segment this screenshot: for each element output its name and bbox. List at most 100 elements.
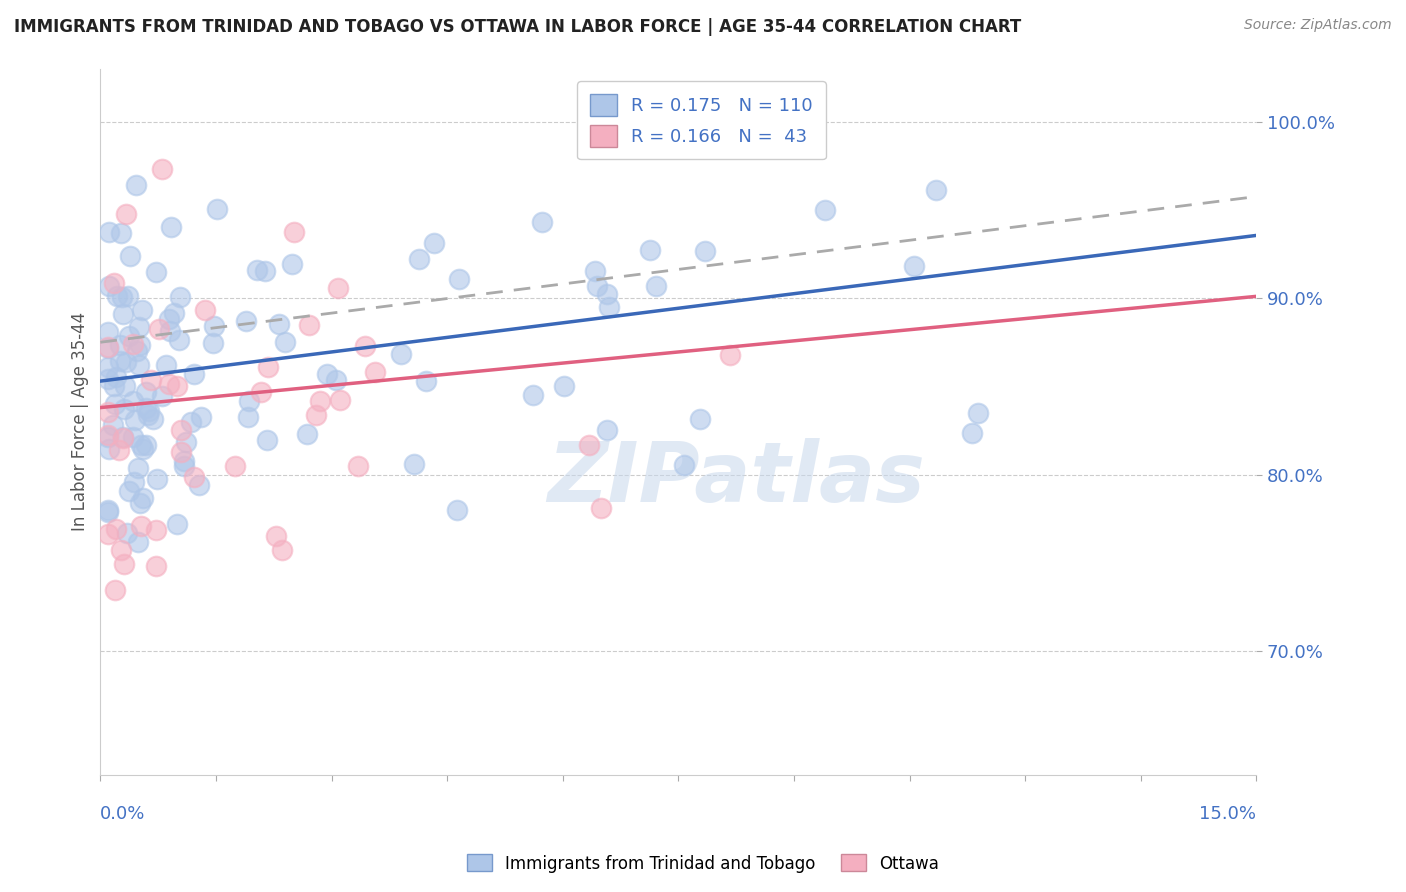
Point <box>354 338 377 352</box>
Point <box>101 417 124 432</box>
Point <box>173 458 195 473</box>
Point <box>105 289 128 303</box>
Point <box>112 431 135 445</box>
Point <box>145 523 167 537</box>
Point <box>305 408 328 422</box>
Point <box>530 215 553 229</box>
Point <box>111 290 134 304</box>
Point <box>145 559 167 574</box>
Point <box>110 354 132 368</box>
Point <box>415 374 437 388</box>
Point <box>97 372 120 386</box>
Point <box>190 409 212 424</box>
Point <box>128 358 150 372</box>
Point <box>108 442 131 457</box>
Point <box>114 207 136 221</box>
Point <box>166 379 188 393</box>
Point <box>238 394 260 409</box>
Point <box>183 367 205 381</box>
Point <box>127 344 149 359</box>
Point <box>329 392 352 407</box>
Point <box>97 342 120 356</box>
Point <box>256 433 278 447</box>
Point <box>104 397 127 411</box>
Point <box>553 379 575 393</box>
Point <box>201 335 224 350</box>
Point <box>132 442 155 456</box>
Point <box>274 335 297 350</box>
Point <box>269 317 291 331</box>
Point <box>97 325 120 339</box>
Point <box>118 329 141 343</box>
Point <box>122 430 145 444</box>
Point <box>97 405 120 419</box>
Point <box>325 374 347 388</box>
Point <box>110 543 132 558</box>
Point <box>150 389 173 403</box>
Point <box>408 252 430 267</box>
Point <box>170 423 193 437</box>
Point <box>129 338 152 352</box>
Y-axis label: In Labor Force | Age 35-44: In Labor Force | Age 35-44 <box>72 312 89 532</box>
Point <box>105 522 128 536</box>
Point <box>157 376 180 391</box>
Point <box>174 435 197 450</box>
Point <box>112 401 135 416</box>
Point <box>402 457 425 471</box>
Point <box>97 505 120 519</box>
Point <box>115 526 138 541</box>
Point <box>173 454 195 468</box>
Point <box>246 262 269 277</box>
Point <box>446 503 468 517</box>
Point <box>389 347 412 361</box>
Point <box>326 281 349 295</box>
Point <box>128 496 150 510</box>
Point <box>157 311 180 326</box>
Point <box>586 278 609 293</box>
Point <box>125 178 148 192</box>
Point <box>117 289 139 303</box>
Point <box>129 519 152 533</box>
Point <box>150 161 173 176</box>
Point <box>522 388 544 402</box>
Point <box>170 445 193 459</box>
Point <box>205 202 228 216</box>
Point <box>124 413 146 427</box>
Point <box>97 527 120 541</box>
Point <box>903 259 925 273</box>
Point <box>128 319 150 334</box>
Point <box>298 318 321 332</box>
Point <box>180 415 202 429</box>
Point <box>295 426 318 441</box>
Point <box>585 264 607 278</box>
Point <box>167 333 190 347</box>
Point <box>309 394 332 409</box>
Point <box>163 306 186 320</box>
Point <box>108 338 131 352</box>
Point <box>98 442 121 457</box>
Point <box>104 582 127 597</box>
Point <box>202 319 225 334</box>
Point <box>122 475 145 490</box>
Point <box>224 459 246 474</box>
Point <box>596 423 619 437</box>
Point <box>235 313 257 327</box>
Point <box>814 203 837 218</box>
Point <box>689 412 711 426</box>
Point <box>423 235 446 250</box>
Point <box>155 359 177 373</box>
Text: 15.0%: 15.0% <box>1199 805 1257 823</box>
Text: Source: ZipAtlas.com: Source: ZipAtlas.com <box>1244 18 1392 32</box>
Point <box>103 378 125 392</box>
Point <box>127 534 149 549</box>
Point <box>638 243 661 257</box>
Point <box>142 411 165 425</box>
Point <box>160 219 183 234</box>
Point <box>254 264 277 278</box>
Point <box>97 503 120 517</box>
Text: 0.0%: 0.0% <box>100 805 146 823</box>
Point <box>112 558 135 572</box>
Point <box>122 393 145 408</box>
Point <box>145 265 167 279</box>
Point <box>105 370 128 384</box>
